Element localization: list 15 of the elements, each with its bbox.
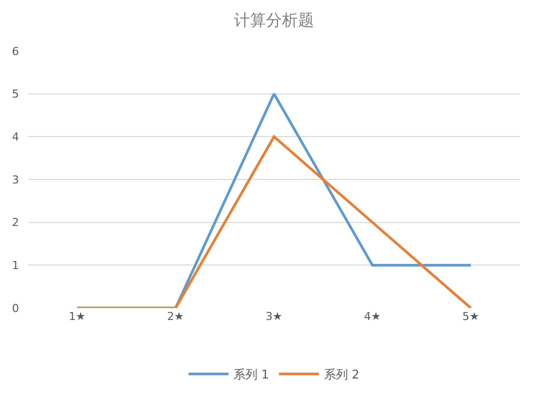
y-tick-label: 6	[12, 44, 19, 58]
y-tick-label: 3	[12, 173, 19, 186]
y-tick-label: 2	[12, 216, 19, 230]
x-tick-label: 3★	[266, 310, 283, 323]
x-tick-label: 1★	[68, 310, 86, 323]
y-tick-label: 1	[12, 259, 19, 272]
chart-title: 计算分析题	[234, 10, 314, 30]
legend-label: 系列 2	[324, 368, 360, 382]
x-tick-label: 5★	[462, 310, 480, 323]
legend-label: 系列 1	[234, 368, 269, 382]
x-tick-label: 2★	[167, 310, 184, 323]
y-tick-label: 5	[12, 88, 19, 101]
y-tick-label: 0	[12, 302, 19, 315]
y-tick-label: 4	[12, 130, 19, 144]
x-tick-label: 4★	[364, 310, 381, 323]
